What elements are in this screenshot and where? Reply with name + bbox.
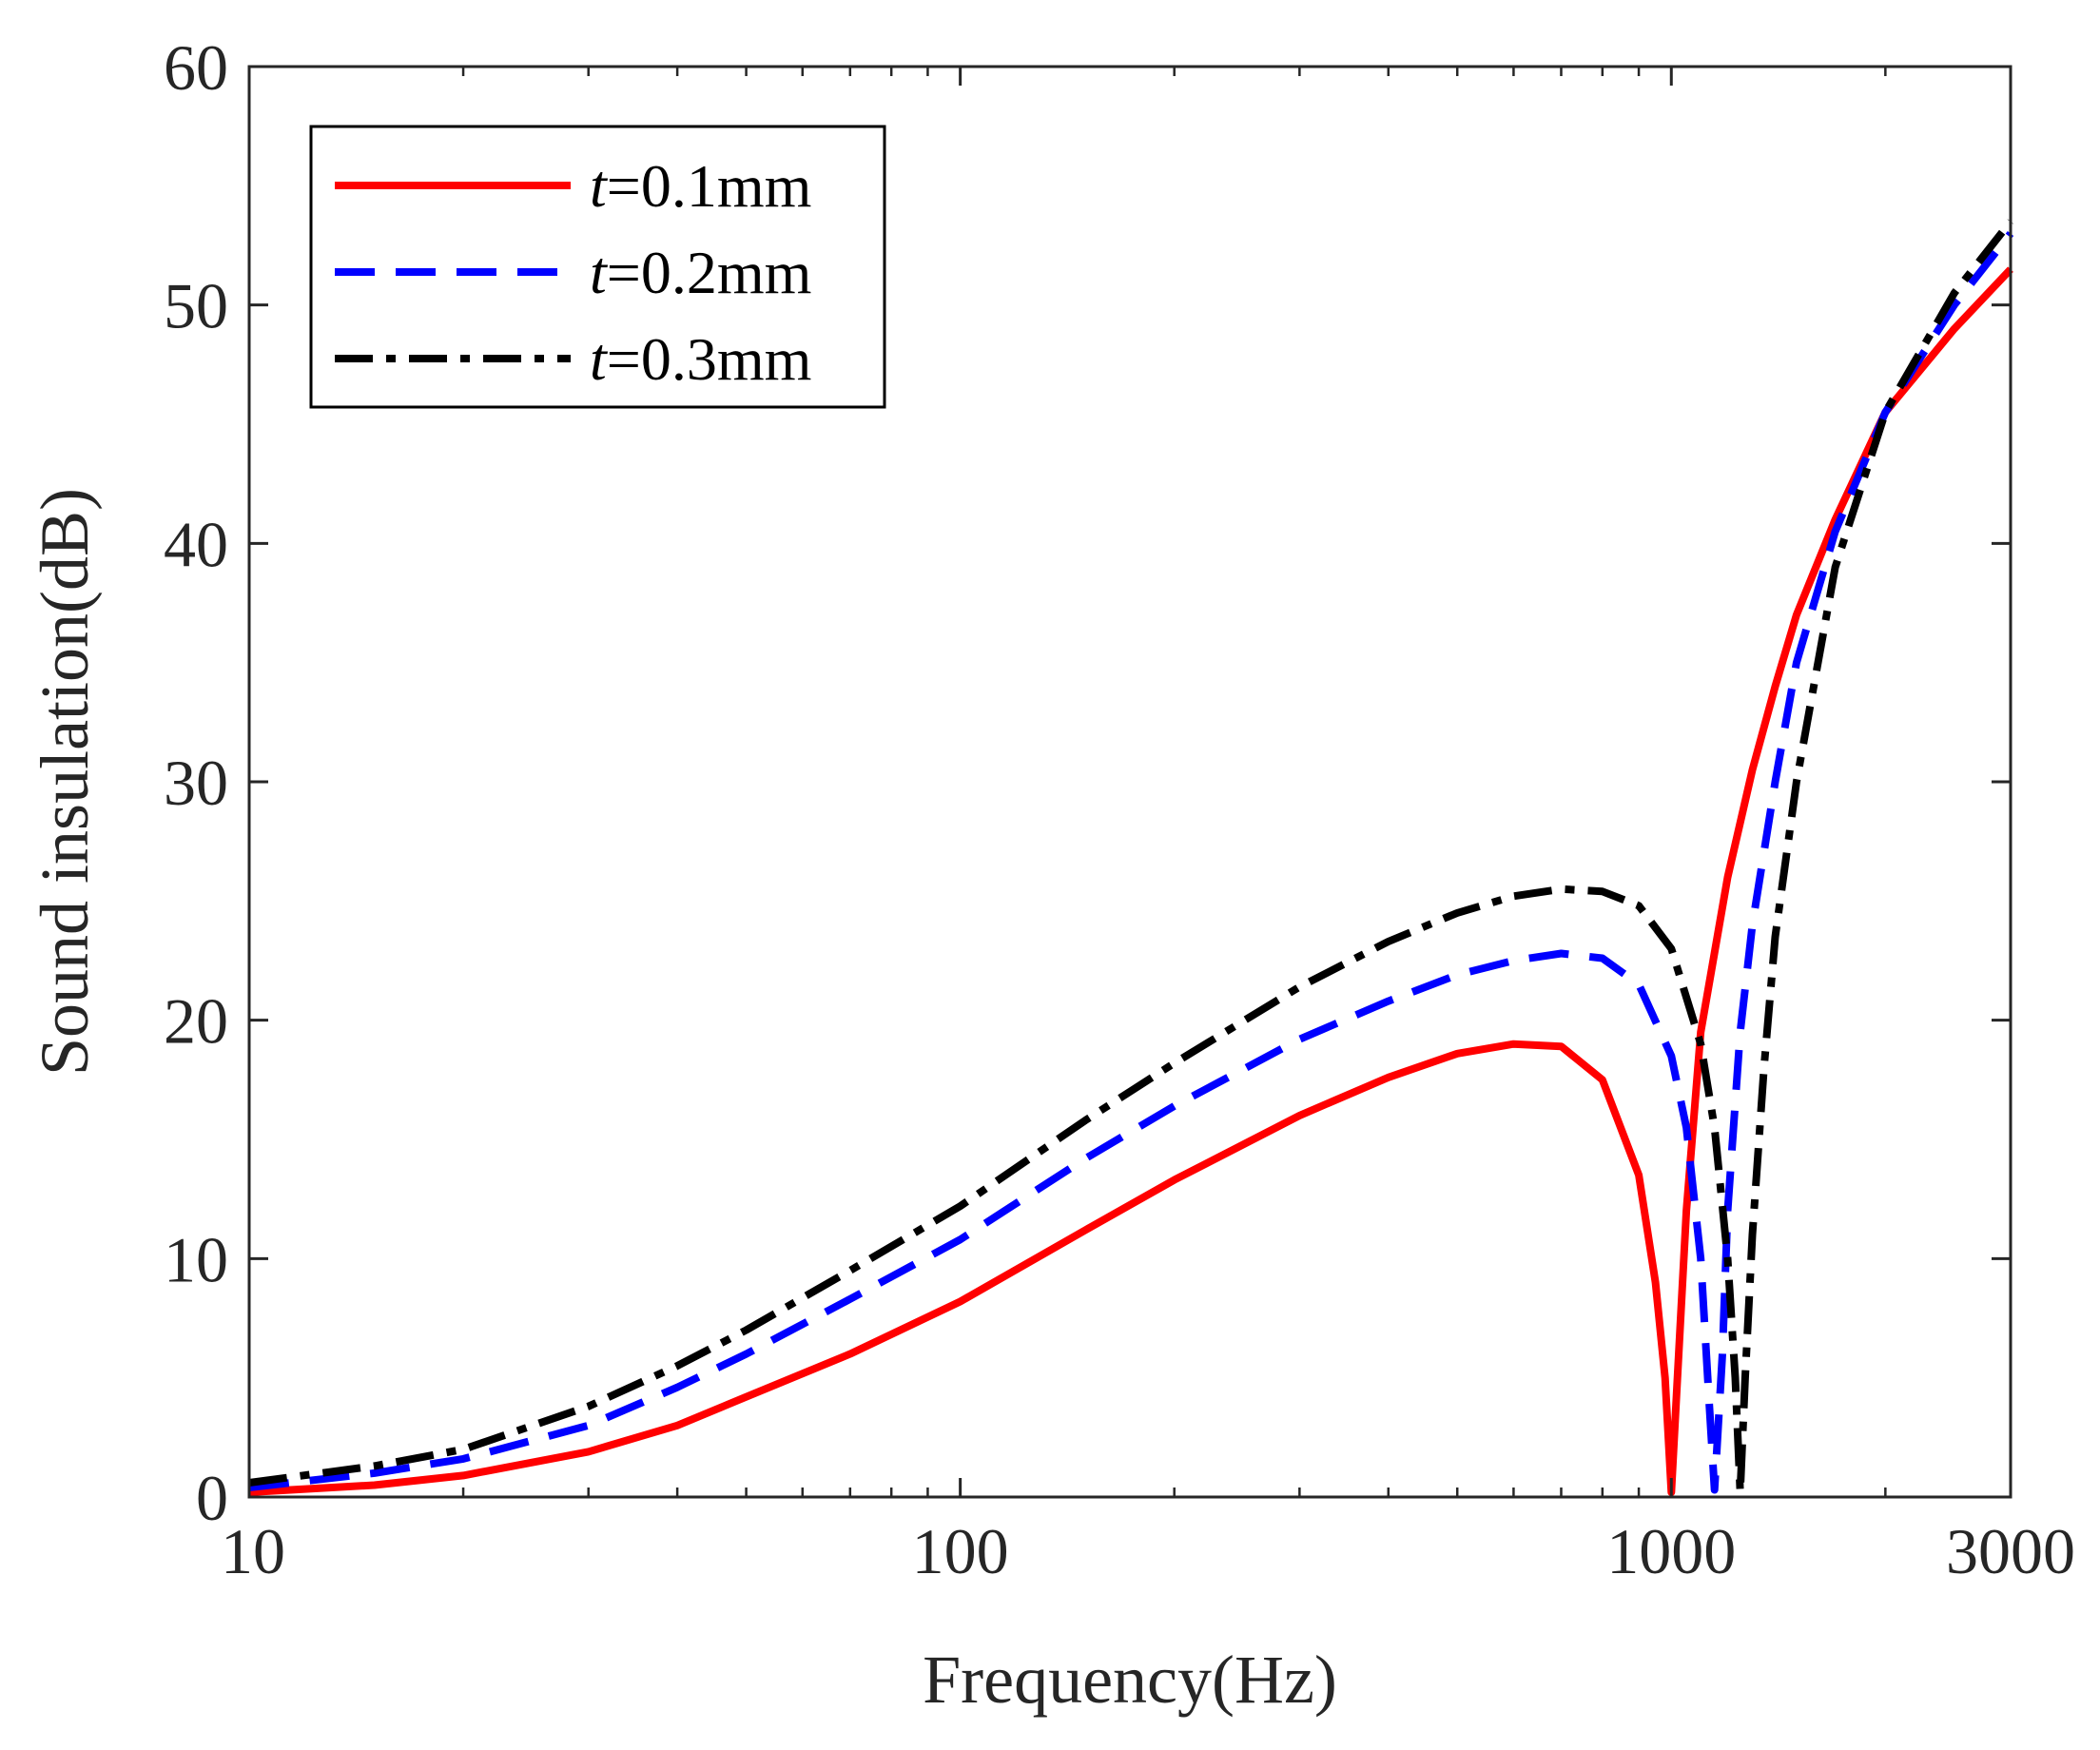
- y-tick-label: 40: [164, 508, 228, 580]
- series-line-3: [248, 219, 2014, 1496]
- series-line-2: [248, 231, 2014, 1494]
- y-tick-label: 10: [164, 1223, 228, 1295]
- y-tick-label: 20: [164, 985, 228, 1058]
- legend-items: t=0.1mm t=0.2mm t=0.3mm: [335, 152, 811, 393]
- y-tick-label: 50: [164, 270, 228, 342]
- x-axis-label: Frequency(Hz): [923, 1642, 1337, 1718]
- y-tick-label: 60: [164, 31, 228, 104]
- y-tick-label: 30: [164, 747, 228, 819]
- x-tick-label: 10: [221, 1515, 285, 1587]
- x-tick-label: 1000: [1606, 1515, 1736, 1587]
- y-tick-label: 0: [196, 1462, 228, 1534]
- legend-box: [309, 125, 886, 409]
- y-axis-label: Sound insulation(dB): [27, 488, 103, 1076]
- legend: t=0.1mm t=0.2mm t=0.3mm: [309, 125, 886, 409]
- series-layer: [248, 219, 2014, 1496]
- x-tick-label: 3000: [1946, 1515, 2075, 1587]
- x-tick-label: 100: [912, 1515, 1009, 1587]
- ticks-layer: [247, 65, 2012, 1499]
- legend-label-2: t=0.2mm: [590, 239, 811, 306]
- series-line-1: [248, 266, 2013, 1496]
- legend-label-1: t=0.1mm: [590, 152, 811, 220]
- legend-label-3: t=0.3mm: [590, 325, 811, 393]
